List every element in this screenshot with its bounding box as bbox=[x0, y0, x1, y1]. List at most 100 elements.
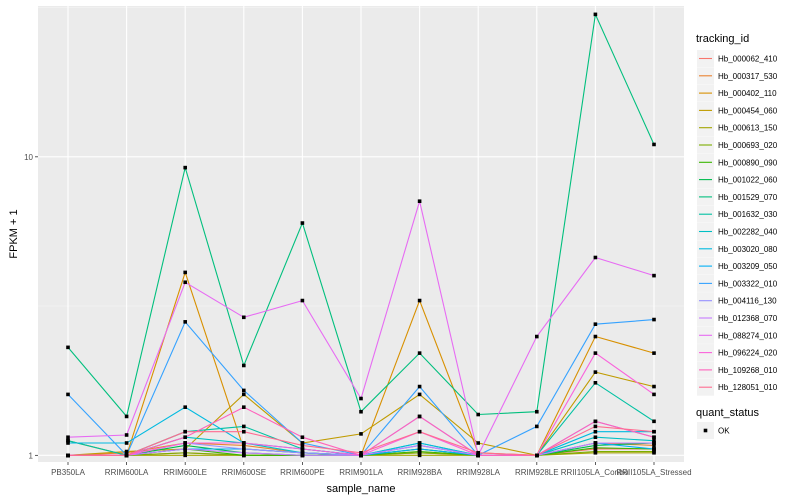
data-point bbox=[476, 450, 480, 455]
legend-entry-label: Hb_000062_410 bbox=[718, 55, 778, 64]
data-point bbox=[242, 392, 246, 397]
legend-entry-label: Hb_000454_060 bbox=[718, 106, 778, 115]
data-point bbox=[652, 384, 656, 389]
data-point bbox=[417, 298, 422, 303]
data-point bbox=[242, 424, 246, 429]
data-point bbox=[417, 453, 422, 458]
data-point bbox=[652, 273, 656, 278]
data-point bbox=[300, 443, 305, 448]
data-point bbox=[359, 409, 363, 414]
data-point bbox=[593, 445, 598, 450]
data-point bbox=[300, 447, 305, 451]
data-point bbox=[652, 438, 656, 443]
legend-entry-label: Hb_088274_010 bbox=[718, 331, 778, 340]
data-point bbox=[652, 429, 656, 434]
legend-entry-label: Hb_109268_010 bbox=[718, 366, 778, 375]
data-point bbox=[593, 322, 598, 326]
x-tick-label: RRIM901LA bbox=[339, 468, 383, 477]
y-axis-ticks: 1 10 bbox=[24, 153, 38, 460]
x-tick-label: RRII105LA_Control bbox=[561, 468, 631, 477]
data-point bbox=[593, 429, 598, 434]
data-point bbox=[183, 320, 187, 324]
data-point bbox=[593, 449, 598, 454]
y-tick-label: 10 bbox=[24, 153, 33, 162]
data-point bbox=[593, 334, 598, 339]
x-tick-label: RRIM928LE bbox=[515, 468, 559, 477]
data-point bbox=[652, 419, 656, 424]
data-point bbox=[652, 317, 656, 322]
data-point bbox=[593, 370, 598, 374]
y-axis-label: FPKM + 1 bbox=[8, 209, 20, 258]
data-point bbox=[652, 392, 656, 397]
y-tick-label: 1 bbox=[29, 451, 34, 460]
data-point bbox=[535, 424, 539, 429]
data-point bbox=[593, 419, 598, 424]
x-tick-label: RRIM928BA bbox=[397, 468, 442, 477]
data-point bbox=[183, 270, 187, 275]
data-point bbox=[476, 441, 480, 445]
data-point bbox=[593, 424, 598, 429]
data-point bbox=[66, 345, 70, 350]
data-point bbox=[66, 453, 70, 458]
data-point bbox=[183, 429, 187, 434]
data-point bbox=[652, 435, 656, 440]
x-axis-label: sample_name bbox=[326, 483, 395, 495]
legend-entry-label: Hb_000402_110 bbox=[718, 89, 777, 98]
data-point bbox=[652, 441, 656, 445]
legend-entry-label: Hb_003020_080 bbox=[718, 245, 778, 254]
data-point bbox=[417, 384, 422, 389]
quant-status-key-marker bbox=[703, 428, 708, 433]
x-tick-label: PB350LA bbox=[51, 468, 85, 477]
x-axis-ticks: PB350LA RRIM600LA RRIM600LE RRIM600SE RRIM60… bbox=[51, 462, 692, 477]
data-point bbox=[66, 441, 70, 445]
data-point bbox=[359, 396, 363, 401]
legend-entry-label: Hb_001632_030 bbox=[718, 210, 778, 219]
data-point bbox=[593, 380, 598, 385]
legend-title: tracking_id bbox=[696, 33, 749, 45]
data-point bbox=[242, 405, 246, 409]
data-point bbox=[417, 443, 422, 448]
legend-entry-label: Hb_001529_070 bbox=[718, 193, 778, 202]
data-point bbox=[417, 449, 422, 454]
data-point bbox=[593, 351, 598, 355]
data-point bbox=[66, 392, 70, 397]
legend: tracking_id Hb_000062_410Hb_000317_530Hb… bbox=[696, 33, 778, 439]
data-point bbox=[593, 255, 598, 260]
legend-items: Hb_000062_410 Hb_000317_530 Hb_000402_110 H… bbox=[697, 50, 778, 396]
legend-entry-label: Hb_000317_530 bbox=[718, 72, 778, 81]
data-point bbox=[300, 298, 305, 303]
x-tick-label: RRIM600LA bbox=[105, 468, 149, 477]
data-point bbox=[593, 12, 598, 17]
data-point bbox=[652, 449, 656, 454]
data-point bbox=[242, 443, 246, 448]
data-point bbox=[183, 453, 187, 458]
data-point bbox=[593, 441, 598, 445]
data-point bbox=[124, 441, 129, 445]
x-tick-label: RRIM600PE bbox=[280, 468, 324, 477]
x-tick-label: RRII105LA_Stressed bbox=[616, 468, 691, 477]
data-point bbox=[535, 334, 539, 339]
legend-entry-label: Hb_000693_020 bbox=[718, 141, 778, 150]
data-point bbox=[183, 441, 187, 445]
data-point bbox=[359, 432, 363, 436]
data-point bbox=[242, 441, 246, 445]
x-tick-label: RRIM600LE bbox=[163, 468, 207, 477]
data-point bbox=[652, 447, 656, 451]
legend-entry-label: Hb_000613_150 bbox=[718, 124, 778, 133]
legend-entry-label: Hb_001022_060 bbox=[718, 176, 778, 185]
data-point bbox=[417, 441, 422, 445]
data-point bbox=[652, 351, 656, 355]
data-point bbox=[476, 453, 480, 458]
data-point bbox=[417, 447, 422, 451]
data-point bbox=[66, 438, 70, 443]
data-point bbox=[535, 453, 539, 458]
data-point bbox=[535, 409, 539, 414]
data-point bbox=[300, 435, 305, 440]
data-point bbox=[417, 351, 422, 355]
data-point bbox=[300, 441, 305, 445]
data-point bbox=[242, 363, 246, 368]
legend-entry-label: Hb_012368_070 bbox=[718, 314, 778, 323]
data-point bbox=[417, 392, 422, 397]
data-point bbox=[66, 435, 70, 440]
